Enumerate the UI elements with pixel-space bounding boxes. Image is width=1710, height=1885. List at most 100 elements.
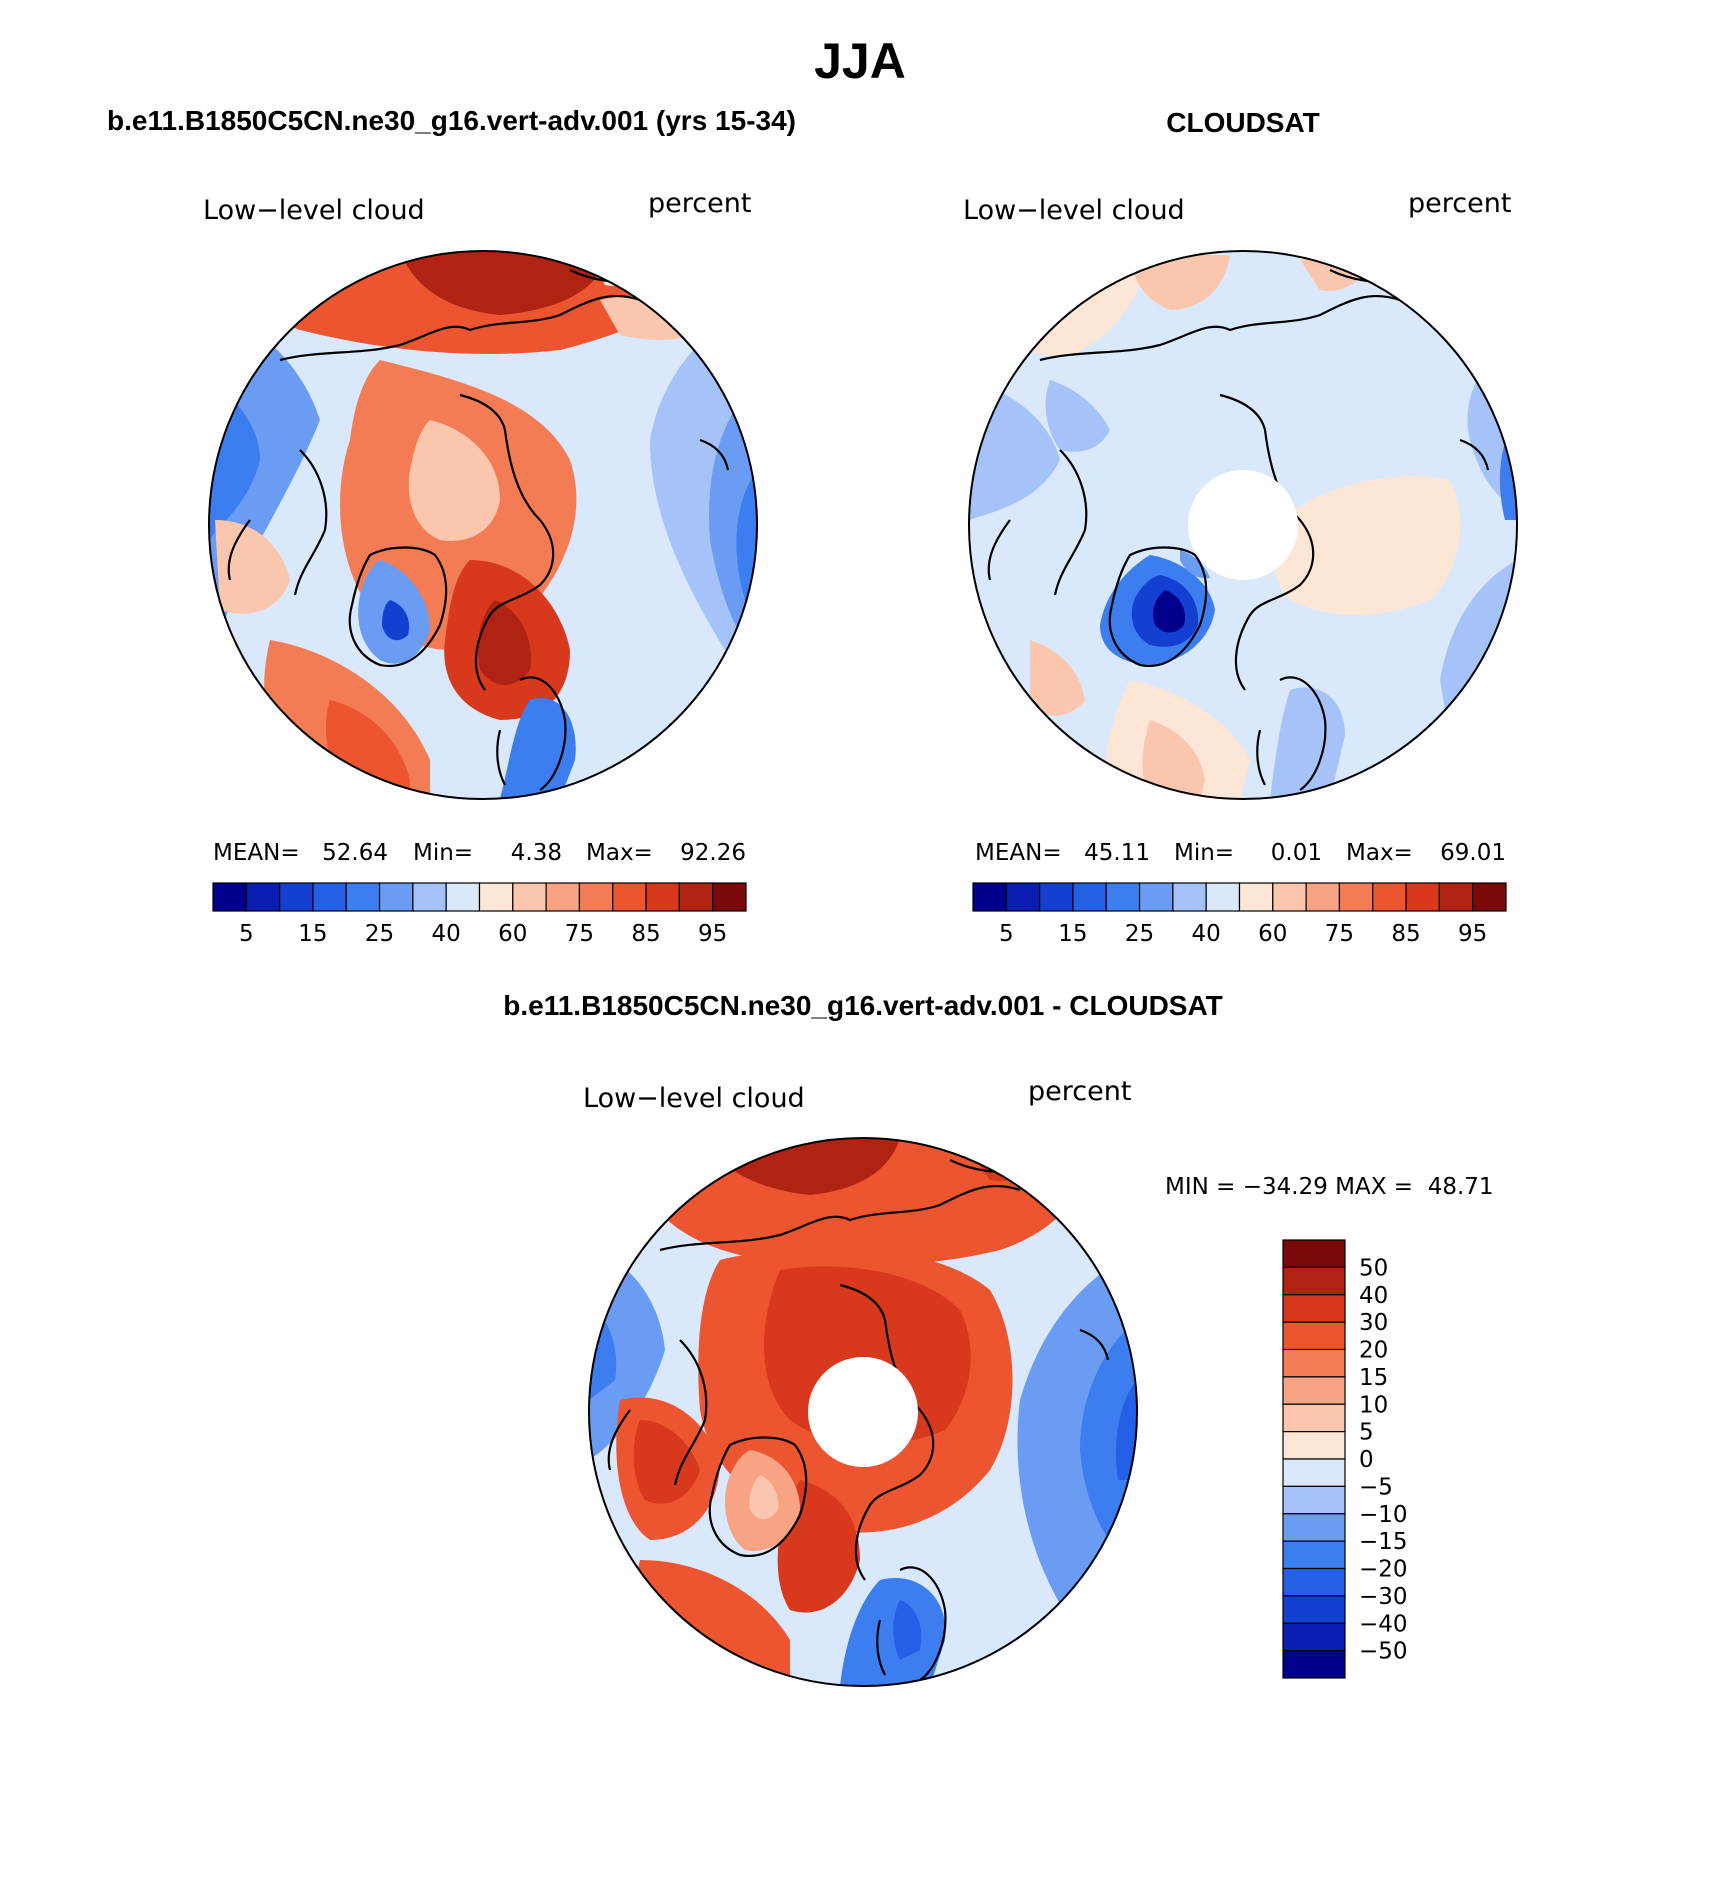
panel-obs-heading: CLOUDSAT xyxy=(1166,107,1319,138)
colorbar-tick-label: 15 xyxy=(1058,921,1087,947)
colorbar-swatch xyxy=(1072,882,1107,912)
polar-hole-diff xyxy=(808,1357,918,1467)
colorbar-swatch xyxy=(1282,1239,1346,1268)
colorbar-swatch xyxy=(1039,882,1074,912)
colorbar-swatch xyxy=(1305,882,1341,912)
colorbar-swatch xyxy=(972,882,1007,912)
colorbar-tick-label: 5 xyxy=(999,921,1014,947)
colorbar-obs xyxy=(972,882,1507,912)
colorbar-tick-label: −30 xyxy=(1359,1584,1408,1610)
colorbar-swatch xyxy=(1282,1266,1346,1296)
panel-obs-units: percent xyxy=(1408,188,1511,219)
stat-max-value: 92.26 xyxy=(680,840,746,866)
panel-model-heading: b.e11.B1850C5CN.ne30_g16.vert-adv.001 (y… xyxy=(107,105,796,136)
panel-diff-variable: Low−level cloud xyxy=(583,1083,805,1114)
stat-max-label: Max= xyxy=(1346,840,1413,866)
stat-mean-label: MEAN= xyxy=(975,840,1062,866)
colorbar-swatch xyxy=(1405,882,1440,912)
colorbar-swatch xyxy=(712,882,747,912)
stat-mean-label: MEAN= xyxy=(213,840,300,866)
colorbar-swatch xyxy=(1282,1650,1346,1679)
panel-diff-minmax: MIN = −34.29 MAX = 48.71 xyxy=(1165,1174,1494,1200)
colorbar-tick-label: 30 xyxy=(1359,1310,1388,1336)
colorbar-swatch xyxy=(1282,1513,1346,1542)
colorbar-swatch xyxy=(412,882,447,912)
stat-max-label: Max= xyxy=(586,840,653,866)
colorbar-swatch xyxy=(678,882,714,912)
colorbar-tick-label: −10 xyxy=(1359,1502,1408,1528)
colorbar-tick-label: 75 xyxy=(565,921,594,947)
colorbar-tick-label: 40 xyxy=(1192,921,1221,947)
colorbar-swatch xyxy=(1205,882,1241,912)
colorbar-swatch xyxy=(1282,1458,1346,1487)
colorbar-swatch xyxy=(312,882,347,912)
colorbar-tick-label: 15 xyxy=(298,921,327,947)
polar-map-diff xyxy=(589,1138,1137,1686)
colorbar-tick-label: 10 xyxy=(1359,1392,1388,1418)
stat-min-label: Min= xyxy=(413,840,473,866)
colorbar-swatch xyxy=(1282,1294,1346,1323)
colorbar-tick-label: 5 xyxy=(1359,1420,1374,1446)
map-boundary-obs xyxy=(968,250,1518,800)
colorbar-swatch xyxy=(1282,1567,1346,1597)
stat-mean-value: 45.11 xyxy=(1084,840,1150,866)
colorbar-swatch xyxy=(478,882,514,912)
colorbar-tick-label: 50 xyxy=(1359,1255,1388,1281)
colorbar-swatch xyxy=(1282,1348,1346,1378)
colorbar-tick-label: −50 xyxy=(1359,1639,1408,1665)
colorbar-tick-label: 95 xyxy=(698,921,727,947)
colorbar-obs-labels: 5 15 25 40 60 75 85 95 xyxy=(999,921,1487,947)
colorbar-swatch xyxy=(1238,882,1274,912)
colorbar-swatch xyxy=(1438,882,1474,912)
colorbar-tick-label: −40 xyxy=(1359,1611,1408,1637)
colorbar-swatch xyxy=(1282,1485,1346,1515)
colorbar-swatch xyxy=(1282,1622,1346,1652)
panel-model-units: percent xyxy=(648,188,751,219)
colorbar-tick-label: 40 xyxy=(432,921,461,947)
colorbar-swatch xyxy=(1282,1376,1346,1405)
colorbar-swatch xyxy=(1138,882,1174,912)
colorbar-swatch xyxy=(1282,1540,1346,1570)
panel-model-variable: Low−level cloud xyxy=(203,195,425,226)
colorbar-swatch xyxy=(1338,882,1374,912)
colorbar-tick-label: 25 xyxy=(365,921,394,947)
colorbar-swatch xyxy=(345,882,381,912)
colorbar-tick-label: 25 xyxy=(1125,921,1154,947)
colorbar-tick-label: −15 xyxy=(1359,1529,1408,1555)
colorbar-tick-label: 40 xyxy=(1359,1283,1388,1309)
colorbar-swatch xyxy=(545,882,581,912)
colorbar-swatch xyxy=(1105,882,1141,912)
stat-min-value: 4.38 xyxy=(511,840,562,866)
colorbar-swatch xyxy=(612,882,647,912)
panel-obs-variable: Low−level cloud xyxy=(963,195,1185,226)
stat-min-label: Min= xyxy=(1174,840,1234,866)
colorbar-model xyxy=(212,882,747,912)
figure-title: JJA xyxy=(814,33,906,89)
colorbar-tick-label: 75 xyxy=(1325,921,1354,947)
colorbar-swatch xyxy=(245,882,281,912)
colorbar-tick-label: 85 xyxy=(1391,921,1420,947)
colorbar-tick-label: 95 xyxy=(1458,921,1487,947)
colorbar-tick-label: 5 xyxy=(239,921,254,947)
colorbar-tick-label: 15 xyxy=(1359,1365,1388,1391)
panel-obs: CLOUDSAT Low−level cloud percent xyxy=(963,107,1518,947)
colorbar-diff xyxy=(1282,1239,1346,1679)
panel-diff-units: percent xyxy=(1028,1076,1131,1107)
panel-diff: b.e11.B1850C5CN.ne30_g16.vert-adv.001 - … xyxy=(503,990,1494,1687)
stat-min-value: 0.01 xyxy=(1271,840,1322,866)
colorbar-tick-label: 60 xyxy=(1258,921,1287,947)
colorbar-swatch xyxy=(1282,1403,1346,1433)
map-boundary-model xyxy=(208,250,758,800)
colorbar-tick-label: −20 xyxy=(1359,1557,1408,1583)
polar-hole-obs xyxy=(1188,470,1298,580)
colorbar-swatch xyxy=(578,882,614,912)
colorbar-swatch xyxy=(1472,882,1507,912)
colorbar-model-labels: 5 15 25 40 60 75 85 95 xyxy=(239,921,727,947)
polar-map-model xyxy=(209,251,757,799)
polar-map-obs xyxy=(969,251,1517,799)
colorbar-swatch xyxy=(445,882,481,912)
panel-model: b.e11.B1850C5CN.ne30_g16.vert-adv.001 (y… xyxy=(107,105,796,947)
colorbar-swatch xyxy=(1282,1321,1346,1351)
